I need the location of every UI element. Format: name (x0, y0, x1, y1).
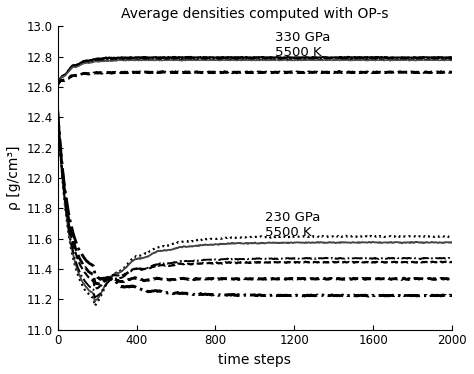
Y-axis label: ρ [g/cm³]: ρ [g/cm³] (7, 146, 21, 210)
X-axis label: time steps: time steps (219, 353, 292, 367)
Title: Average densities computed with OP-s: Average densities computed with OP-s (121, 7, 389, 21)
Text: 330 GPa
5500 K: 330 GPa 5500 K (274, 31, 330, 59)
Text: 230 GPa
5500 K: 230 GPa 5500 K (265, 211, 320, 239)
